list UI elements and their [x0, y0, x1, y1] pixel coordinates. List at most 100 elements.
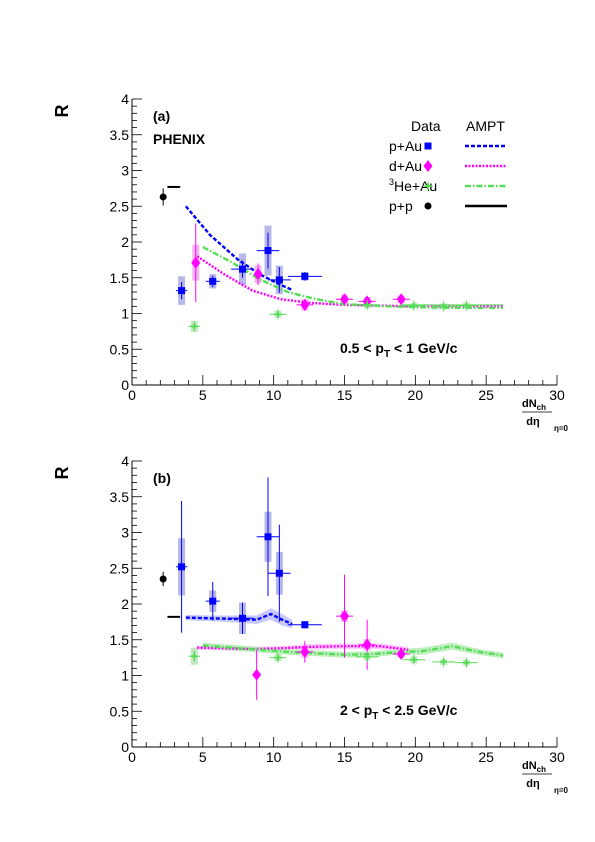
y-tick-label: 3: [121, 525, 129, 541]
x-axis-label-denominator: dη: [526, 416, 540, 428]
legend-entry-label: p+Au: [389, 138, 422, 154]
y-tick-label: 1: [121, 668, 129, 684]
legend: Data AMPT p+Au d+Au 3He+Au p+p: [389, 118, 507, 214]
data-point-d-au: [300, 298, 310, 311]
x-axis-label-denominator: dη: [526, 778, 540, 790]
y-axis-label: R: [52, 467, 72, 480]
x-tick-label: 20: [408, 749, 424, 765]
data-point-3he-au: [271, 651, 284, 664]
x-tick-label: 30: [549, 749, 565, 765]
x-tick-label: 5: [199, 387, 207, 403]
x-tick-label: 10: [266, 387, 282, 403]
experiment-label: PHENIX: [153, 131, 206, 147]
data-point-d-au: [252, 668, 262, 681]
y-tick-label: 0.5: [110, 341, 130, 357]
legend-marker: [423, 160, 433, 172]
x-axis-label-subscript: η=0: [554, 424, 569, 433]
x-tick-label: 25: [478, 749, 494, 765]
legend-entry-label: p+p: [389, 198, 413, 214]
x-axis-label-numerator: dNch: [522, 760, 546, 774]
y-tick-label: 3: [121, 163, 129, 179]
x-axis-label-subscript: η=0: [554, 786, 569, 795]
x-tick-label: 25: [478, 387, 494, 403]
x-tick-label: 30: [549, 387, 565, 403]
x-tick-label: 15: [337, 387, 353, 403]
ampt-line-3he-au: [202, 644, 504, 657]
data-point-d-au: [340, 293, 349, 306]
panel-label: (a): [153, 108, 170, 124]
y-tick-label: 2.5: [110, 560, 130, 576]
y-tick-label: 3.5: [110, 489, 130, 505]
data-point-p-au: [275, 276, 283, 284]
data-point-p-au: [209, 277, 217, 285]
data-point-p-au: [301, 272, 309, 280]
pt-range-label-rest: < 2.5 GeV/c: [378, 702, 457, 718]
ampt-line-p-au: [185, 612, 293, 626]
data-point-3he-au: [437, 655, 450, 668]
y-tick-label: 0: [121, 377, 129, 393]
panel-label: (b): [153, 470, 171, 486]
data-point-p-au: [178, 287, 186, 295]
y-tick-label: 1: [121, 306, 129, 322]
x-tick-label: 0: [128, 749, 136, 765]
legend-header-data: Data: [411, 118, 441, 134]
legend-entry-label: 3He+Au: [389, 177, 437, 194]
data-point-3he-au: [407, 299, 420, 312]
data-point-d-au: [396, 648, 406, 661]
data-point-d-au: [340, 610, 349, 623]
data-point-p-au: [264, 533, 272, 541]
legend-marker: [422, 180, 434, 192]
data-point-p-au: [275, 569, 283, 577]
data-point-d-au: [362, 638, 372, 651]
data-point-d-au: [191, 256, 201, 269]
data-point-p-p: [159, 193, 167, 201]
y-tick-label: 2.5: [110, 198, 130, 214]
x-axis-label-numerator: dNch: [522, 398, 546, 412]
ampt-line-p-au: [184, 205, 293, 292]
data-point-p-p: [159, 575, 167, 583]
data-point-3he-au: [460, 656, 473, 669]
data-point-3he-au: [460, 299, 473, 312]
x-tick-label: 10: [266, 749, 282, 765]
data-point-3he-au: [437, 300, 450, 313]
legend-marker: [424, 202, 432, 210]
data-point-p-au: [209, 597, 217, 605]
y-tick-label: 3.5: [110, 127, 130, 143]
y-tick-label: 2: [121, 234, 129, 250]
legend-marker: [424, 142, 432, 150]
data-point-3he-au: [188, 320, 201, 333]
x-axis-label-numerator-subscript: ch: [537, 403, 546, 412]
legend-entry-text: He+Au: [394, 178, 437, 194]
data-point-3he-au: [361, 298, 374, 311]
x-tick-label: 5: [199, 749, 207, 765]
pt-range-label: 0.5 < pT < 1 GeV/c: [340, 340, 458, 360]
data-point-3he-au: [271, 308, 284, 321]
data-point-d-au: [396, 293, 406, 306]
y-tick-label: 4: [121, 91, 129, 107]
legend-entry-superscript: 3: [389, 177, 394, 187]
data-point-d-au: [300, 645, 310, 658]
pt-range-label-subscript: T: [384, 349, 390, 360]
data-point-p-au: [239, 614, 246, 622]
x-tick-label: 20: [408, 387, 424, 403]
y-tick-label: 1.5: [110, 632, 130, 648]
y-tick-label: 4: [121, 453, 129, 469]
data-point-p-au: [264, 247, 272, 255]
data-point-p-au: [301, 621, 309, 629]
y-tick-label: 2: [121, 596, 129, 612]
x-axis-label-numerator-subscript: ch: [537, 765, 546, 774]
x-tick-label: 0: [128, 387, 136, 403]
y-axis-label: R: [52, 105, 72, 118]
data-point-3he-au: [407, 653, 420, 666]
data-point-3he-au: [188, 650, 201, 663]
y-tick-label: 1.5: [110, 270, 130, 286]
data-point-d-au: [253, 268, 263, 281]
data-point-3he-au: [361, 650, 374, 663]
ampt-line-3he-au: [202, 245, 504, 309]
x-tick-label: 15: [337, 749, 353, 765]
y-tick-label: 0: [121, 739, 129, 755]
y-tick-label: 0.5: [110, 703, 130, 719]
